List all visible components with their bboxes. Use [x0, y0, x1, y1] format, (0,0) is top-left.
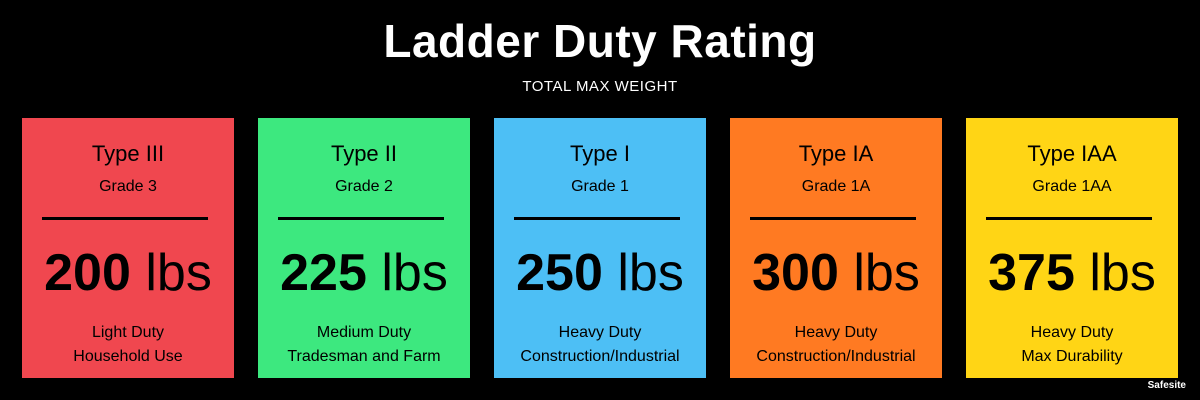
card-weight: 225 lbs: [258, 242, 470, 304]
card-duty-label: Heavy Duty: [558, 324, 642, 341]
card-grade-label: Grade 1A: [801, 178, 871, 195]
card-weight: 375 lbs: [966, 242, 1178, 304]
card-weight-number: 200: [44, 244, 131, 302]
rating-cards: Type III Grade 3 200 lbs Light Duty Hous…: [22, 118, 1180, 378]
card-divider: [750, 217, 916, 220]
card-type-label: Type IAA: [1027, 141, 1117, 166]
card-grade-label: Grade 1AA: [1032, 178, 1112, 195]
card-type-label: Type I: [570, 141, 630, 166]
card-weight-unit: lbs: [1089, 244, 1156, 302]
card-divider: [514, 217, 680, 220]
card-weight: 300 lbs: [730, 242, 942, 304]
card-use-label: Construction/Industrial: [520, 348, 680, 365]
card-weight-unit: lbs: [381, 244, 448, 302]
card-grade-label: Grade 1: [571, 178, 629, 195]
card-weight-unit: lbs: [145, 244, 212, 302]
rating-card-type-ia: Type IA Grade 1A 300 lbs Heavy Duty Cons…: [730, 118, 942, 378]
rating-card-type-i: Type I Grade 1 250 lbs Heavy Duty Constr…: [494, 118, 706, 378]
card-weight-number: 225: [280, 244, 367, 302]
card-duty-label: Heavy Duty: [794, 324, 878, 341]
card-weight: 200 lbs: [22, 242, 234, 304]
card-use-label: Max Durability: [1021, 348, 1123, 365]
card-divider: [986, 217, 1152, 220]
card-use-label: Construction/Industrial: [756, 348, 916, 365]
card-use-label: Tradesman and Farm: [287, 348, 441, 365]
card-use-label: Household Use: [73, 348, 183, 365]
card-grade-label: Grade 3: [99, 178, 157, 195]
card-weight-number: 375: [988, 244, 1075, 302]
card-grade-label: Grade 2: [335, 178, 393, 195]
rating-card-type-ii: Type II Grade 2 225 lbs Medium Duty Trad…: [258, 118, 470, 378]
card-divider: [278, 217, 444, 220]
card-weight: 250 lbs: [494, 242, 706, 304]
card-weight-unit: lbs: [853, 244, 920, 302]
brand-logo-text: Safesite: [1147, 380, 1186, 391]
page-subtitle: TOTAL MAX WEIGHT: [522, 78, 678, 95]
card-duty-label: Medium Duty: [316, 324, 412, 341]
card-weight-unit: lbs: [617, 244, 684, 302]
card-weight-number: 300: [752, 244, 839, 302]
card-type-label: Type II: [330, 141, 398, 166]
card-type-label: Type III: [91, 141, 165, 166]
card-type-label: Type IA: [798, 141, 874, 166]
card-duty-label: Heavy Duty: [1030, 324, 1114, 341]
card-weight-number: 250: [516, 244, 603, 302]
rating-card-type-iaa: Type IAA Grade 1AA 375 lbs Heavy Duty Ma…: [966, 118, 1178, 378]
card-duty-label: Light Duty: [91, 324, 165, 341]
card-divider: [42, 217, 208, 220]
rating-card-type-iii: Type III Grade 3 200 lbs Light Duty Hous…: [22, 118, 234, 378]
page-title: Ladder Duty Rating: [383, 15, 817, 67]
